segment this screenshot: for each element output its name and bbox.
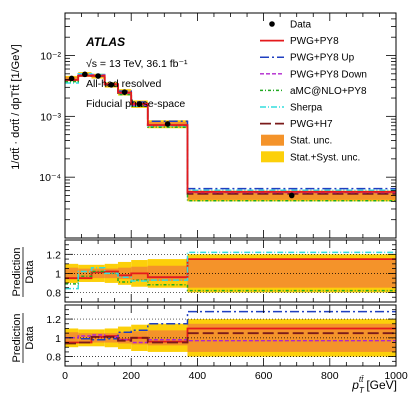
x-tick-label: 600 [255,370,273,382]
ratio1-y-tick-label: 1 [55,268,61,280]
data-point [164,121,171,127]
ratio2-band-stat-bin-3 [104,333,118,343]
x-tick-label: 800 [321,370,339,382]
ratio1-band-stat-bin-3 [104,268,118,279]
ratio2-series-pwg-py8-down [65,334,396,344]
channel-label: All-had resolved [86,78,161,90]
ratio1-ylabel-den: Data [24,260,36,284]
legend-label: PWG+PY8 Up [290,53,355,64]
legend-label: PWG+H7 [290,119,333,130]
ratio1-series-sherpa [65,251,396,290]
x-tick-label: 400 [189,370,207,382]
ratio2-series-pwg-py8-up [65,310,396,341]
ratio1-y-tick-label: 1.2 [46,249,61,261]
data-point [121,89,128,95]
ratio2-y-tick-label: 1 [55,333,61,345]
ratio1-y-tick-label: 0.8 [46,287,61,299]
legend-marker-data [269,21,275,27]
ratio-panel-2: 0.8 1 1.2 0 200 400 600 800 1000 [46,304,408,382]
ratio2-band-stat-bin-1 [78,333,92,343]
main-y-tick-label: 10⁻³ [40,111,61,123]
data-point [95,73,101,79]
legend-label: Stat.+Syst. unc. [290,152,360,163]
ratio1-ylabel-num: Prediction [11,248,23,297]
main-panel: 10⁻² 10⁻³ 10⁻⁴ [39,12,397,239]
legend-label: PWG+PY8 [290,36,339,47]
region-label: Fiducial phase-space [86,98,185,110]
x-tick-label: 0 [62,370,68,382]
ratio2-y-tick-label: 1.2 [46,314,61,326]
ratio2-y-tick-label: 0.8 [46,352,61,364]
ratio2-ylabel-num: Prediction [11,314,23,363]
legend-label: Data [290,20,312,31]
legend: Data PWG+PY8 PWG+PY8 Up PWG+PY8 Down aMC@NLO… [260,20,367,163]
ratio1-band-stat-bin-1 [78,268,92,279]
main-y-tick-label: 10⁻² [40,51,61,63]
x-tick-label: 1000 [384,370,408,382]
legend-label: aMC@NLO+PY8 [290,86,367,97]
legend-label: PWG+PY8 Down [290,69,367,80]
atlas-label: ATLAS [85,35,125,49]
main-y-axis-label: 1/σtt̄ · dσtt̄ / dpTtt̄ [1/GeV] [10,44,22,169]
legend-label: Sherpa [290,103,323,114]
legend-box [261,151,284,163]
legend-box [261,134,284,146]
ratio1-band-stat-bin-7 [187,259,396,288]
data-point [68,75,75,82]
ratio1-band-stat-bin-4 [117,267,132,280]
data-point [82,71,88,78]
ratio2-ylabel-den: Data [24,326,36,350]
x-tick-label: 200 [122,370,140,382]
legend-label: Stat. unc. [290,136,332,147]
ratio2-series-pwg-h7 [65,332,396,345]
x-axis-label: pTtt̄ [GeV] [351,375,397,395]
data-point [288,192,295,199]
ratio2-band-stat-bin-4 [117,332,132,344]
main-y-tick-label: 10⁻⁴ [39,172,61,184]
energy-label: √s = 13 TeV, 36.1 fb⁻¹ [86,58,188,70]
data-point [136,101,143,107]
data-point [108,82,115,88]
ratio-panel-1: 0.8 1 1.2 [46,239,397,303]
